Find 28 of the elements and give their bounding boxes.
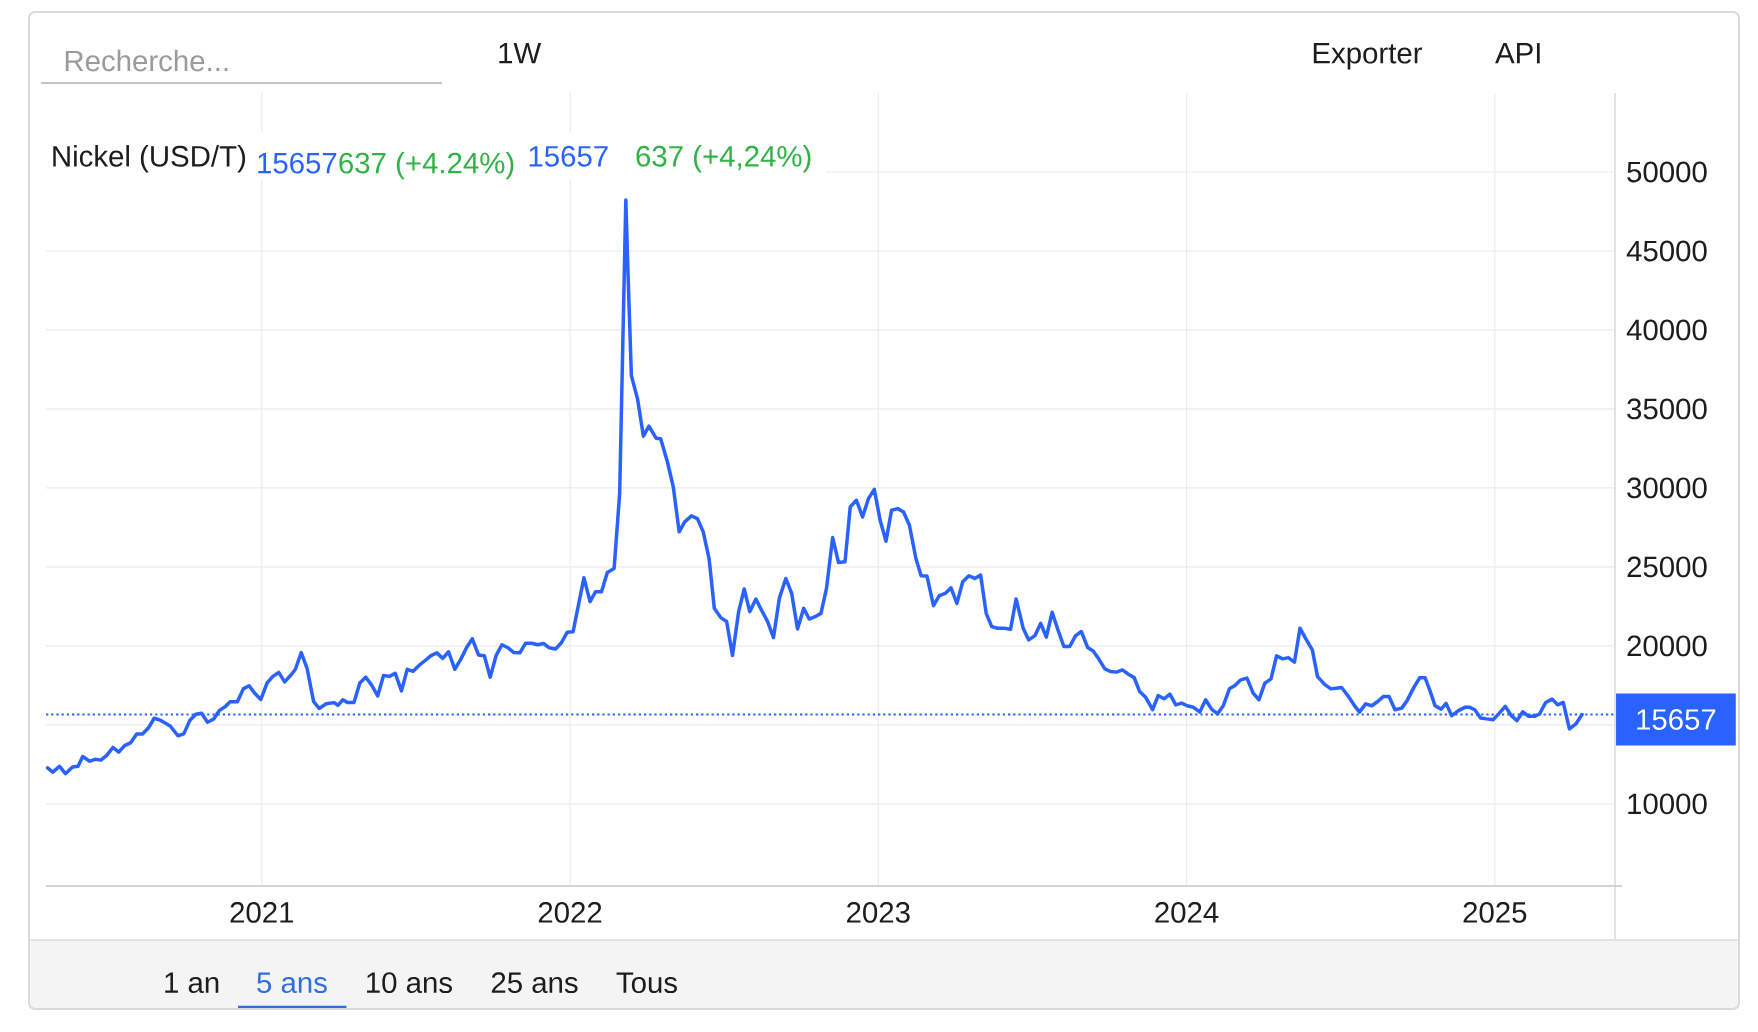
text: 10 ans xyxy=(367,972,452,994)
y-tick-label: 45000 xyxy=(1626,240,1707,262)
x-tick-label: 2022 xyxy=(538,902,602,923)
text: Tous xyxy=(616,972,677,994)
y-tick-label: 50000 xyxy=(1627,161,1707,183)
y-tick-label: 30000 xyxy=(1627,477,1707,499)
y-tick-label: 35000 xyxy=(1627,398,1707,420)
y-tick-label: 40000 xyxy=(1626,319,1707,341)
text: Recherche... xyxy=(65,49,228,72)
text: Exporter xyxy=(1313,43,1423,70)
x-tick-label: 2024 xyxy=(1155,902,1219,923)
text: 5 ans xyxy=(257,972,327,994)
text: 1W xyxy=(499,43,542,64)
ref-line-label: 15657 xyxy=(1637,709,1716,730)
x-tick-label: 2023 xyxy=(847,902,910,923)
y-tick-label: 10000 xyxy=(1628,793,1707,815)
text: 25 ans xyxy=(491,972,578,994)
text: API xyxy=(1495,43,1540,64)
annotation: 15657 xyxy=(529,145,608,167)
text: Nickel (USD/T) xyxy=(53,145,246,173)
text: 1 an xyxy=(165,972,219,994)
y-tick-label: 25000 xyxy=(1627,556,1707,578)
annotation: 637 (+4,24%) xyxy=(636,145,811,173)
y-tick-label: 20000 xyxy=(1627,635,1707,657)
x-tick-label: 2025 xyxy=(1463,902,1527,923)
x-tick-label: 2021 xyxy=(230,902,294,923)
annotation: 15657 xyxy=(258,152,337,174)
annotation: 637 (+4.24%) xyxy=(339,151,514,180)
